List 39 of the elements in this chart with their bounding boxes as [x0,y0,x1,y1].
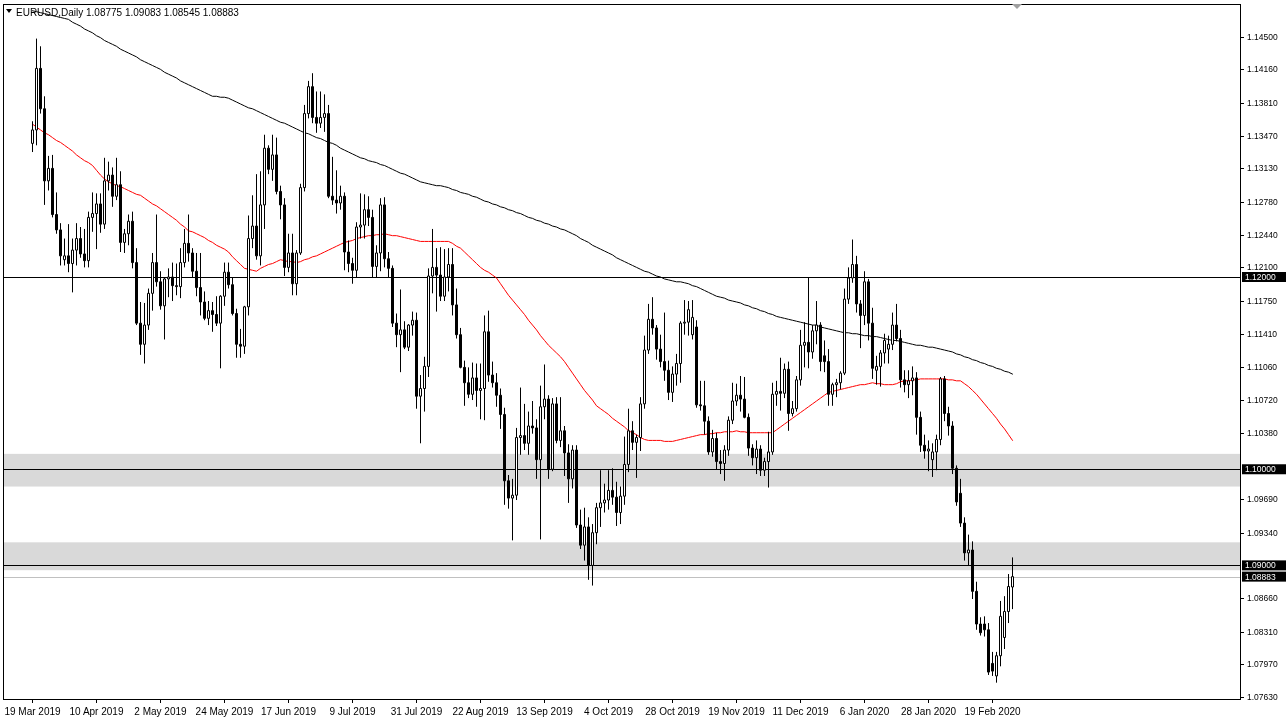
y-tick-label: 1.07630 [1247,692,1278,703]
y-tick-label: 1.11060 [1247,362,1278,373]
y-tick-label: 1.14500 [1247,31,1278,42]
y-tick-label: 1.12780 [1247,197,1278,208]
y-tick-label: 1.10720 [1247,395,1278,406]
x-tick-label: 22 Aug 2019 [452,705,510,717]
x-tick-label: 6 Jan 2020 [839,705,890,717]
y-tick-label: 1.10380 [1247,427,1278,438]
y-tick-label: 1.12440 [1247,229,1278,240]
x-tick-label: 2 May 2019 [134,705,188,717]
x-tick-label: 28 Oct 2019 [645,705,701,717]
x-tick-label: 19 Feb 2020 [964,705,1022,717]
y-tick-label: 1.11750 [1247,296,1278,307]
x-tick-label: 11 Dec 2019 [772,705,829,717]
y-tick-label: 1.12100 [1247,262,1278,273]
y-tick-label: 1.11410 [1247,328,1278,339]
ref-line-label: 1.08883 [1245,571,1276,582]
y-tick-label: 1.09690 [1247,494,1278,505]
ref-line-label: 1.12000 [1245,272,1276,282]
x-tick-label: 19 Nov 2019 [708,705,766,717]
y-tick-label: 1.13810 [1247,98,1278,109]
x-tick-label: 28 Jan 2020 [900,705,957,717]
x-tick-label: 17 Jun 2019 [260,705,317,717]
y-tick-label: 1.13470 [1247,130,1278,141]
x-tick-label: 31 Jul 2019 [390,705,443,717]
y-tick-label: 1.09340 [1247,527,1278,538]
y-tick-label: 1.08310 [1247,626,1278,637]
x-tick-label: 19 Mar 2019 [4,705,62,717]
x-tick-label: 13 Sep 2019 [516,705,574,717]
x-tick-label: 24 May 2019 [195,705,254,717]
y-tick-label: 1.07970 [1247,659,1278,670]
y-tick-label: 1.13130 [1247,163,1278,174]
y-tick-label: 1.08660 [1247,593,1278,604]
x-tick-label: 9 Jul 2019 [329,705,377,717]
ref-line-label: 1.10000 [1245,464,1276,475]
x-tick-label: 10 Apr 2019 [69,705,124,717]
y-tick-label: 1.14160 [1247,64,1278,75]
x-tick-label: 4 Oct 2019 [584,705,634,717]
ref-line-label: 1.09000 [1245,560,1276,571]
